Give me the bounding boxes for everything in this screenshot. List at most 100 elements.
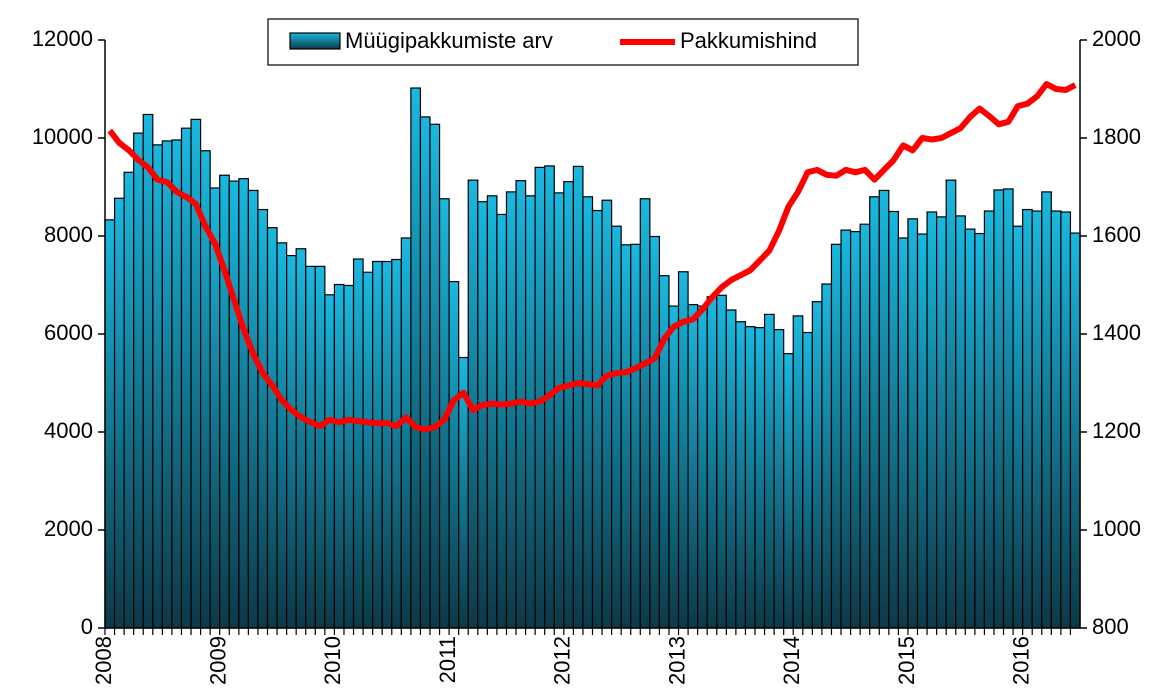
bar — [563, 181, 574, 629]
bar — [840, 229, 852, 629]
x-tick-label: 2010 — [320, 636, 345, 685]
bar — [553, 192, 565, 629]
x-tick-label: 2015 — [894, 636, 919, 685]
bar — [343, 284, 355, 629]
y-tick-label: 0 — [81, 614, 93, 639]
bar — [821, 283, 833, 629]
bar — [477, 201, 488, 629]
bar — [754, 327, 766, 629]
x-tick-label: 2014 — [779, 636, 804, 685]
price-line — [107, 81, 1077, 433]
y2-tick-label: 1800 — [1092, 124, 1141, 149]
bar — [859, 223, 871, 629]
bar — [448, 280, 460, 629]
y2-tick-label: 800 — [1092, 614, 1129, 639]
x-tick-label: 2012 — [550, 636, 575, 685]
bar — [1031, 210, 1043, 629]
bar — [1022, 208, 1033, 629]
y-tick-label: 6000 — [44, 320, 93, 345]
y-tick-label: 10000 — [32, 124, 93, 149]
bar — [735, 321, 747, 629]
bar — [601, 199, 613, 629]
bar — [372, 260, 383, 629]
x-tick-label: 2013 — [664, 636, 689, 685]
y2-tick-label: 1600 — [1092, 222, 1141, 247]
bar — [869, 196, 880, 629]
legend-box — [267, 18, 859, 66]
bar — [802, 331, 813, 629]
bar — [496, 213, 508, 629]
bar — [744, 326, 756, 629]
bar — [916, 233, 928, 629]
bar — [123, 171, 135, 629]
bar — [1060, 211, 1072, 629]
bar — [410, 87, 422, 629]
bar — [974, 232, 986, 629]
bar — [305, 265, 316, 629]
bar — [381, 260, 393, 629]
bar — [171, 139, 183, 629]
bar — [429, 123, 441, 629]
bar — [792, 315, 804, 629]
bar — [161, 140, 173, 629]
bar — [257, 208, 269, 629]
bar — [1050, 210, 1062, 629]
y-tick-label: 12000 — [32, 26, 93, 51]
bar — [936, 216, 947, 629]
bar — [400, 237, 412, 629]
bar — [830, 243, 842, 629]
bar — [983, 210, 995, 629]
x-tick-label: 2009 — [206, 636, 231, 685]
bar — [314, 265, 326, 629]
bar — [993, 189, 1005, 629]
bar — [190, 118, 202, 629]
bar — [219, 174, 230, 629]
bar — [228, 180, 240, 629]
bar — [630, 243, 641, 629]
x-tick-label: 2008 — [91, 636, 116, 685]
bar — [668, 305, 680, 629]
bar — [1041, 191, 1052, 629]
bar — [649, 235, 661, 629]
bar — [324, 294, 336, 629]
bar — [419, 116, 431, 629]
y2-tick-label: 1400 — [1092, 320, 1141, 345]
bar — [362, 271, 374, 629]
bar — [295, 248, 307, 629]
x-tick-label: 2016 — [1008, 636, 1033, 685]
bar — [352, 258, 364, 629]
bar — [104, 219, 116, 629]
bar — [888, 210, 899, 629]
bar — [697, 305, 708, 629]
bar — [1069, 232, 1081, 629]
legend-label: Pakkumishind — [680, 28, 817, 53]
y-tick-label: 8000 — [44, 222, 93, 247]
x-tick-label: 2011 — [435, 636, 460, 683]
y-tick-label: 2000 — [44, 516, 93, 541]
legend: Müügipakkumiste arv Pakkumishind — [267, 18, 859, 66]
bar — [926, 211, 938, 629]
bar — [897, 237, 909, 629]
bar — [639, 198, 651, 629]
legend-swatch-bar — [289, 32, 341, 50]
bar — [620, 244, 632, 629]
bar — [716, 294, 727, 629]
bar — [1012, 225, 1024, 629]
bar — [486, 195, 498, 629]
bar — [878, 189, 890, 629]
y2-tick-label: 2000 — [1092, 26, 1141, 51]
bar — [391, 258, 402, 629]
bar — [276, 242, 288, 629]
bar — [524, 195, 536, 629]
bar — [658, 275, 670, 629]
bar — [907, 218, 919, 629]
bar — [142, 113, 154, 629]
bar — [152, 144, 163, 629]
bar — [945, 179, 957, 629]
bar — [238, 178, 249, 629]
bar — [811, 301, 823, 629]
bar — [591, 209, 603, 629]
bar — [1002, 188, 1014, 629]
bar — [964, 228, 976, 629]
